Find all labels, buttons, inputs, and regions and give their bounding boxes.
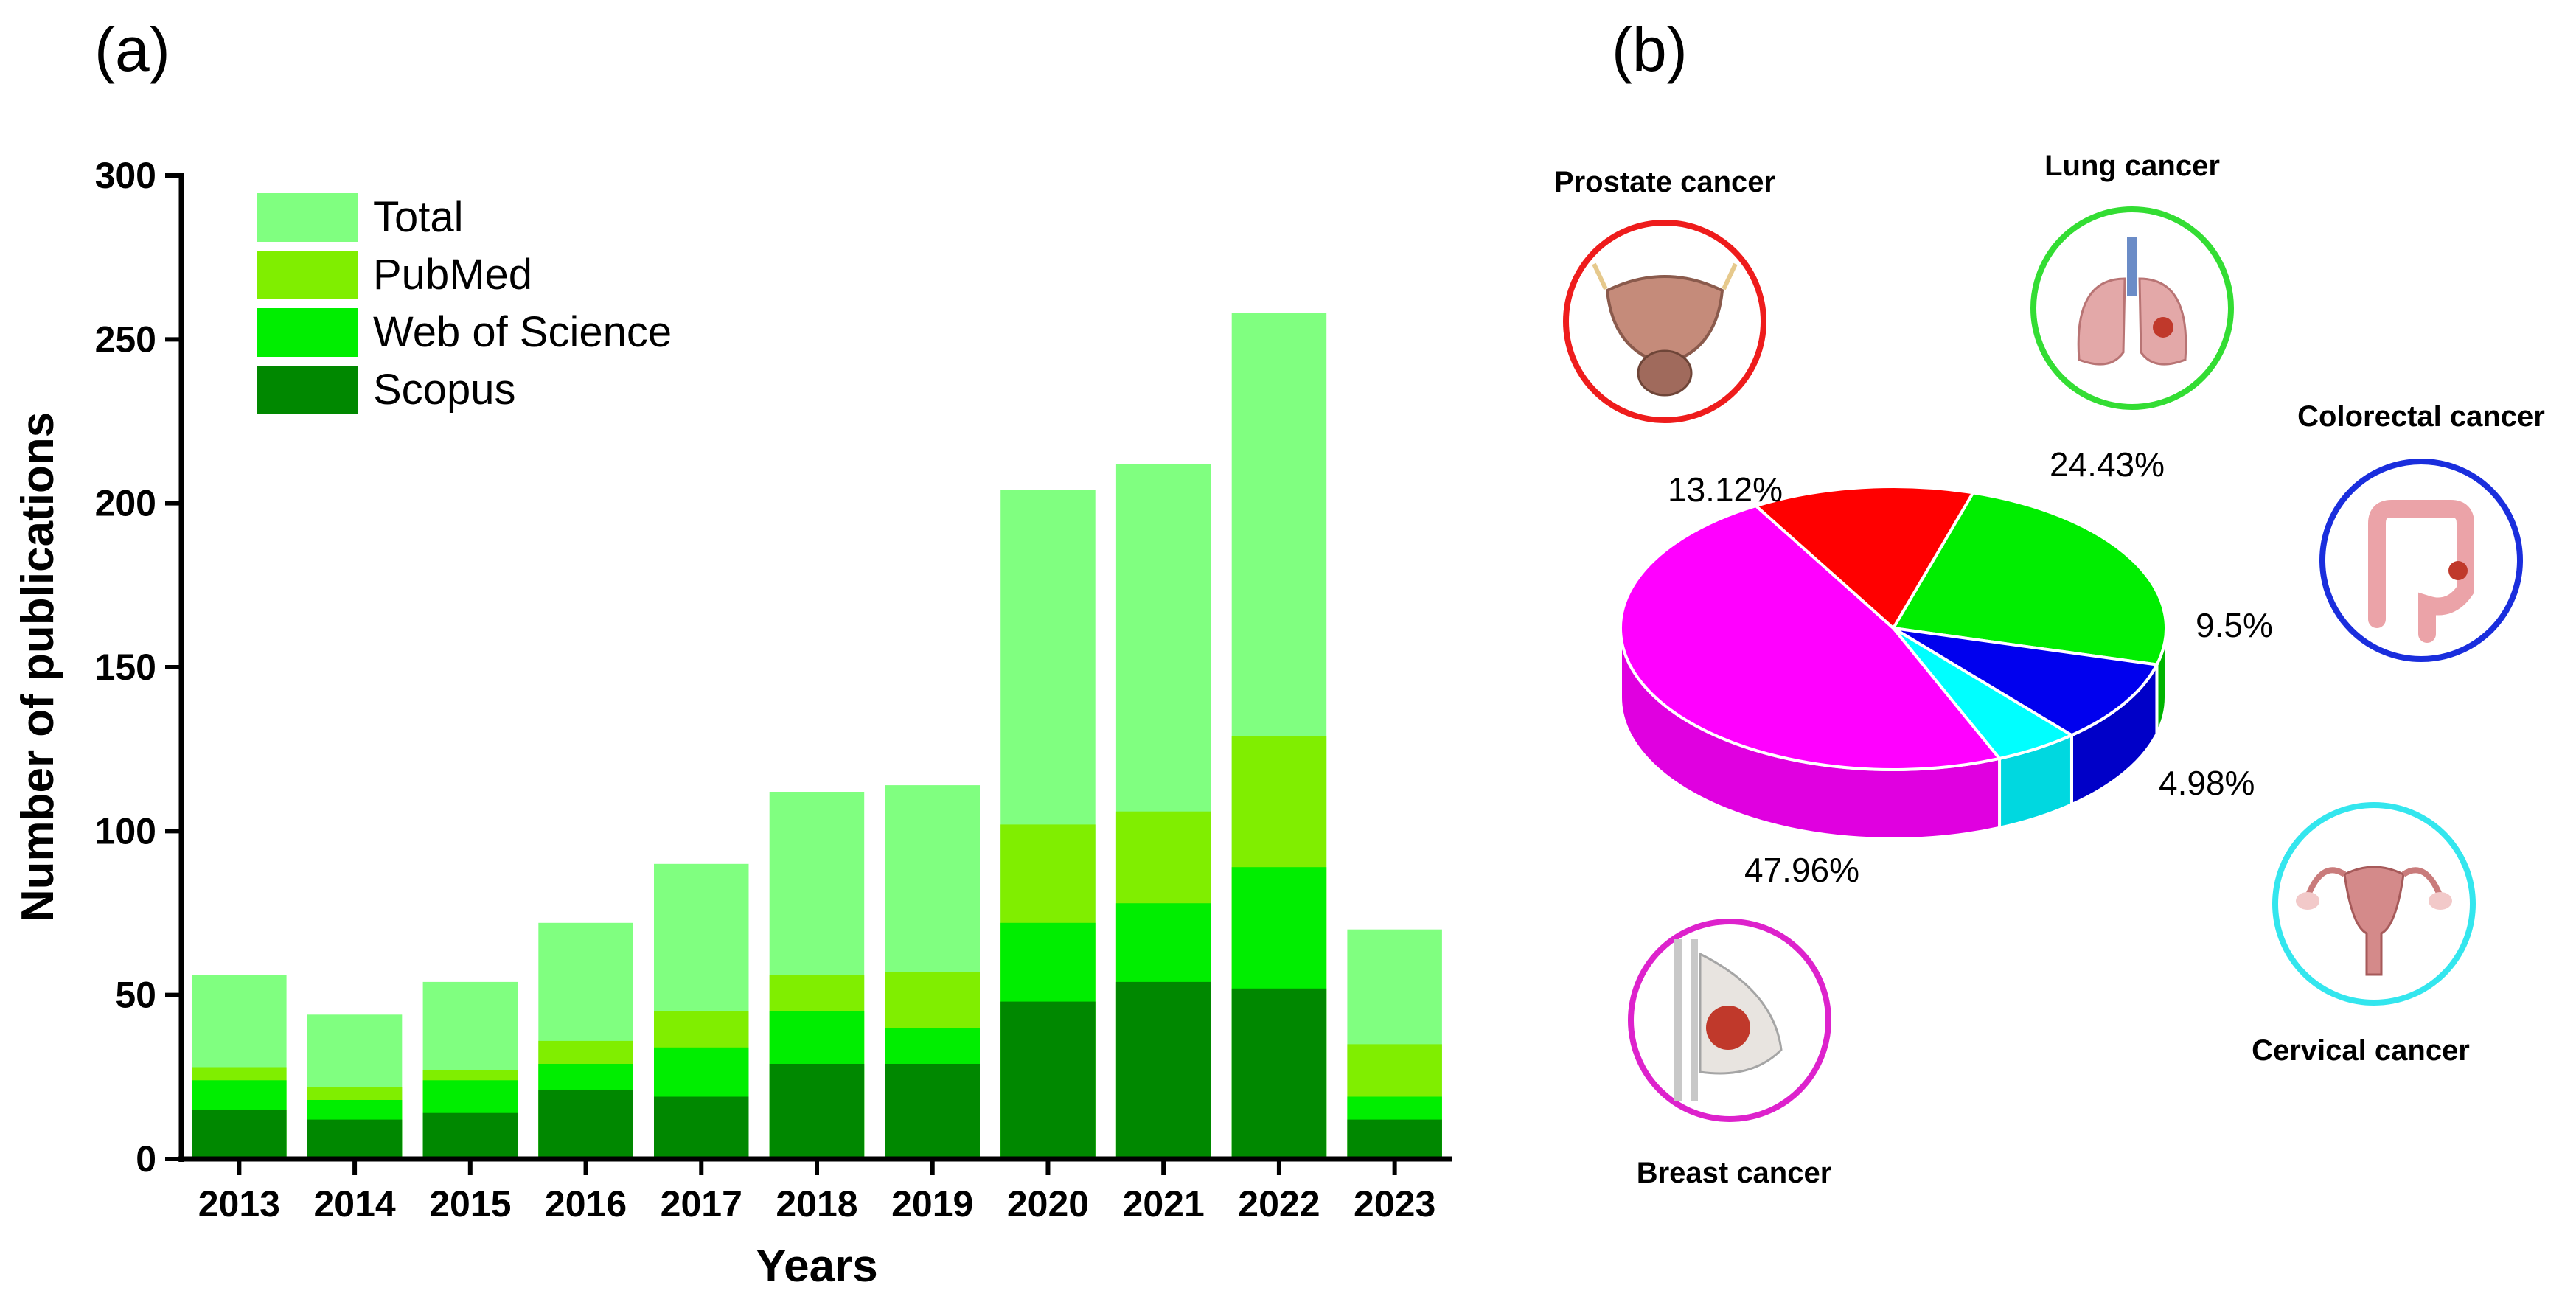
- y-axis-title: Number of publications: [13, 412, 63, 922]
- organ-icons: Prostate cancer Lung cancer Colorectal can…: [1554, 150, 2545, 1189]
- y-tick-label: 100: [95, 810, 156, 852]
- legend-swatch: [257, 308, 358, 357]
- tumor-shape: [1706, 1006, 1750, 1050]
- organ-label: Breast cancer: [1637, 1157, 1832, 1189]
- pie-slice-breast-cancer: [1619, 504, 2002, 771]
- legend-swatch: [257, 251, 358, 299]
- panel-b-label: (b): [1612, 15, 1688, 84]
- y-tick-label: 0: [136, 1138, 156, 1180]
- organ-label: Lung cancer: [2044, 150, 2220, 182]
- x-tick-label: 2023: [1354, 1183, 1435, 1225]
- x-tick-label: 2021: [1123, 1183, 1205, 1225]
- lung-icon: [2030, 206, 2234, 410]
- x-tick-label: 2022: [1238, 1183, 1320, 1225]
- pie-slice-colorectal-cancer: [1892, 627, 2159, 737]
- bar-scopus-2014: [307, 1119, 403, 1159]
- colon-shape: [2368, 500, 2474, 643]
- pie-slice-lung-cancer: [1890, 491, 2168, 666]
- x-tick-label: 2018: [776, 1183, 857, 1225]
- y-tick-label: 50: [115, 975, 156, 1016]
- trachea-shape: [2127, 237, 2137, 296]
- pie-chart: 13.12% 24.43% 9.5% 4.98% 47.96%: [1619, 445, 2273, 889]
- bar-scopus-2023: [1347, 1119, 1442, 1159]
- tumor-shape: [2448, 561, 2468, 580]
- bar-chart: 0 50 100 150 200 250 300 2013 2014 2015 2016 2017 20…: [13, 155, 1452, 1292]
- x-tick-label: 2016: [545, 1183, 627, 1225]
- tumor-shape: [2153, 317, 2173, 338]
- x-tick-label: 2020: [1007, 1183, 1089, 1225]
- colon-icon: [2319, 459, 2523, 662]
- pie-pct-label: 9.5%: [2196, 606, 2273, 644]
- ovary-left-shape: [2296, 892, 2319, 910]
- legend-label: Web of Science: [373, 308, 672, 356]
- bar-scopus-2022: [1231, 988, 1327, 1159]
- bar-scopus-2018: [769, 1064, 865, 1159]
- pie-pct-label: 13.12%: [1668, 470, 1783, 509]
- uterus-shape: [2343, 866, 2405, 976]
- y-tick-label: 200: [95, 483, 156, 524]
- bar-scopus-2021: [1115, 981, 1211, 1159]
- bar-scopus-2020: [1000, 1001, 1096, 1159]
- bar-scopus-2019: [885, 1064, 980, 1159]
- ureter-lines: [1592, 262, 1738, 290]
- pie-pct-label: 47.96%: [1744, 851, 1859, 889]
- pie-pct-label: 4.98%: [2159, 764, 2255, 802]
- legend-label: PubMed: [373, 251, 532, 299]
- x-tick-label: 2013: [198, 1183, 280, 1225]
- y-tick-label: 250: [95, 318, 156, 360]
- bladder-shape: [1605, 275, 1724, 366]
- panel-a-label: (a): [94, 15, 170, 84]
- bar-scopus-2017: [654, 1096, 749, 1159]
- tubes-shape: [2305, 867, 2443, 898]
- x-tick-label: 2019: [891, 1183, 973, 1225]
- ribcage-shape: [1674, 939, 1698, 1101]
- x-tick-label: 2015: [429, 1183, 511, 1225]
- prostate-icon: [1563, 220, 1766, 423]
- legend-swatch: [257, 366, 358, 414]
- prostate-shape: [1637, 349, 1693, 397]
- x-axis-title: Years: [756, 1241, 878, 1292]
- organ-label: Colorectal cancer: [2297, 400, 2545, 433]
- legend-label: Scopus: [373, 366, 515, 414]
- y-tick-label: 300: [95, 155, 156, 196]
- bar-scopus-2013: [192, 1110, 287, 1159]
- x-tick-label: 2017: [661, 1183, 742, 1225]
- ovary-right-shape: [2429, 892, 2452, 910]
- bar-scopus-2016: [538, 1090, 633, 1159]
- legend-swatch: [257, 193, 358, 242]
- legend-label: Total: [373, 193, 464, 241]
- organ-label: Cervical cancer: [2252, 1034, 2470, 1067]
- uterus-icon: [2272, 802, 2476, 1006]
- pie-pct-label: 24.43%: [2050, 445, 2165, 484]
- bar-scopus-2015: [422, 1112, 518, 1159]
- x-tick-label: 2014: [313, 1183, 395, 1225]
- left-lung-shape: [2077, 277, 2126, 366]
- organ-label: Prostate cancer: [1554, 166, 1775, 198]
- breast-icon: [1628, 919, 1831, 1122]
- y-tick-label: 150: [95, 647, 156, 688]
- pie-slice-prostate-cancer: [1752, 485, 1976, 631]
